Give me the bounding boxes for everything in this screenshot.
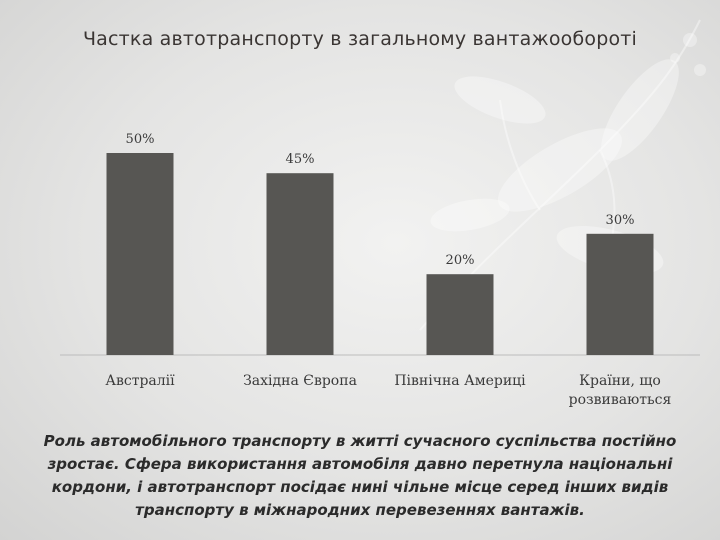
data-label-3: 20% xyxy=(446,253,475,268)
data-label-1: 50% xyxy=(126,132,155,147)
bar-1 xyxy=(106,153,174,355)
category-label-4: Країни, що розвиваються xyxy=(569,373,672,408)
bar-4 xyxy=(586,233,654,355)
bar-2 xyxy=(266,173,334,355)
chart-title: Частка автотранспорту в загальному ванта… xyxy=(82,28,638,50)
bar-3 xyxy=(426,274,494,355)
category-label-1: Австралії xyxy=(105,373,175,389)
data-label-2: 45% xyxy=(286,152,315,167)
data-label-4: 30% xyxy=(606,213,635,228)
description-paragraph: Роль автомобільного транспорту в житті с… xyxy=(43,432,677,519)
category-label-3: Північна Америці xyxy=(394,373,526,389)
category-label-2: Західна Європа xyxy=(243,373,357,389)
